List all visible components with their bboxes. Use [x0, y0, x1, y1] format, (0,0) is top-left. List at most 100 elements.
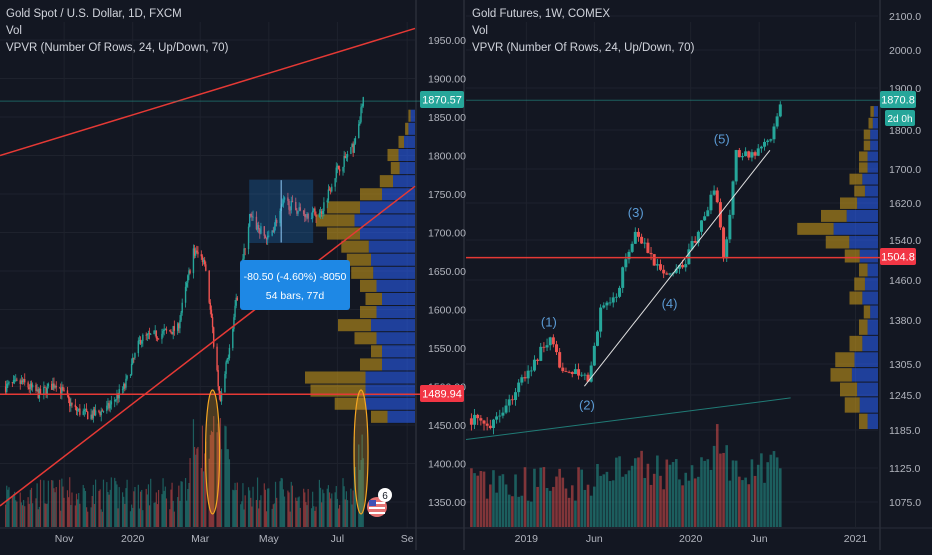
left-candle-body	[188, 270, 190, 276]
left-trendline[interactable]	[0, 185, 416, 507]
left-volume-bar	[251, 506, 253, 527]
right-long-trendline[interactable]	[465, 397, 791, 440]
left-candle-body	[8, 382, 10, 384]
left-vpvr-up-bar	[405, 122, 409, 135]
left-volume-bar	[328, 492, 331, 527]
left-volume-bar	[218, 439, 220, 527]
right-last-price-tag	[880, 91, 916, 108]
left-candle-body	[228, 348, 231, 359]
left-candle-body	[13, 379, 16, 381]
right-candle-body	[778, 104, 782, 117]
left-volume-bar	[14, 491, 16, 527]
left-volume-bar	[339, 504, 341, 527]
left-candle-body	[19, 380, 21, 384]
economic-event-badge[interactable]: 6	[367, 488, 392, 517]
left-volume-bar	[310, 508, 313, 527]
left-candle-body	[75, 407, 78, 411]
left-x-tick-label: Nov	[55, 533, 74, 545]
right-volume-bar	[593, 486, 596, 527]
left-trendline[interactable]	[0, 27, 416, 157]
right-vpvr-up-bar	[844, 397, 860, 413]
left-volume-bar	[39, 479, 42, 527]
left-chart-title[interactable]: Gold Spot / U.S. Dollar, 1D, FXCM	[6, 8, 182, 20]
right-legend: Gold Futures, 1W, COMEX Vol VPVR (Number…	[472, 6, 694, 57]
left-volume-bar	[327, 485, 330, 527]
left-volume-bar	[273, 503, 276, 527]
right-candle-body	[611, 297, 615, 303]
left-candle-body	[116, 394, 118, 400]
right-candle-body	[652, 254, 656, 266]
right-candle-body	[583, 374, 587, 376]
left-volume-bar	[61, 478, 63, 527]
right-x-tick-label: 2020	[679, 533, 703, 545]
right-candle-body	[488, 425, 492, 429]
drawing-layer[interactable]: (1) (2) (3) (4) (5)	[0, 27, 880, 515]
right-volume-bar	[760, 453, 763, 527]
left-volume-highlight-oval[interactable]	[204, 389, 221, 515]
right-vpvr-up-bar	[840, 382, 858, 397]
right-vpvr-label[interactable]: VPVR (Number Of Rows, 24, Up/Down, 70)	[472, 42, 695, 54]
right-candle-body	[731, 181, 735, 215]
left-volume-bar	[118, 487, 120, 527]
left-candle-body	[110, 401, 113, 405]
right-y-tick-label: 1620.0	[889, 198, 921, 210]
right-vol-label[interactable]: Vol	[472, 25, 488, 37]
left-candle-body	[275, 219, 278, 224]
left-candle-body	[360, 107, 362, 122]
left-volume-bar	[361, 434, 363, 527]
right-candle-body	[744, 151, 748, 157]
right-vpvr-up-bar	[821, 209, 847, 222]
right-y-tick-label: 1185.0	[889, 425, 920, 437]
left-candle-body	[169, 330, 171, 332]
right-vpvr-down-bar	[859, 249, 878, 263]
right-volume-bar	[567, 497, 571, 527]
left-volume-bar	[93, 503, 96, 527]
left-volume-bar	[66, 490, 69, 527]
left-y-tick-label: 1750.00	[428, 189, 466, 201]
left-candle-body	[343, 155, 345, 167]
right-candle-body	[570, 372, 574, 375]
right-candle-body	[529, 370, 533, 372]
left-candle-body	[336, 165, 339, 168]
left-candle-body	[202, 259, 205, 263]
left-vpvr-label[interactable]: VPVR (Number Of Rows, 24, Up/Down, 70)	[6, 42, 229, 54]
left-vol-label[interactable]: Vol	[6, 25, 22, 37]
right-volume-bar	[693, 478, 697, 527]
left-volume-bar	[70, 505, 72, 527]
left-candle-body	[255, 216, 258, 230]
right-candle-body	[532, 359, 536, 371]
left-volume-bar	[59, 479, 61, 527]
right-volume-bar	[652, 473, 656, 527]
left-candle-body	[47, 383, 50, 387]
left-volume-bar	[129, 511, 132, 527]
left-volume-bar	[110, 477, 112, 527]
left-vpvr-down-bar	[376, 279, 415, 292]
right-candle-body	[690, 241, 694, 250]
right-chart-title[interactable]: Gold Futures, 1W, COMEX	[472, 8, 611, 20]
left-volume-bar	[11, 495, 13, 527]
left-candle-body	[271, 230, 273, 236]
right-vpvr-up-bar	[854, 277, 865, 291]
right-trend-support-line[interactable]	[584, 149, 771, 387]
right-candle-body	[520, 377, 524, 383]
left-volume-bar	[227, 449, 229, 527]
left-candle-body	[307, 213, 309, 219]
wave-label: (5)	[714, 131, 730, 146]
left-candle-body	[281, 204, 283, 206]
right-volume-bar	[545, 487, 549, 527]
left-candle-body	[334, 178, 336, 187]
right-volume-bar	[504, 484, 508, 527]
left-volume-bar	[124, 503, 126, 527]
left-volume-highlight-oval[interactable]	[353, 389, 369, 515]
left-volume-bar	[202, 471, 205, 527]
left-candle-body	[251, 215, 253, 218]
left-vpvr-up-bar	[354, 332, 377, 345]
left-vpvr-up-bar	[371, 345, 382, 358]
left-candle-body	[295, 201, 297, 210]
left-candle-body	[101, 410, 104, 412]
left-candle-body	[60, 387, 62, 394]
wave-label: (1)	[541, 315, 557, 330]
left-volume-bar	[109, 489, 111, 527]
right-volume-bar	[741, 480, 744, 527]
